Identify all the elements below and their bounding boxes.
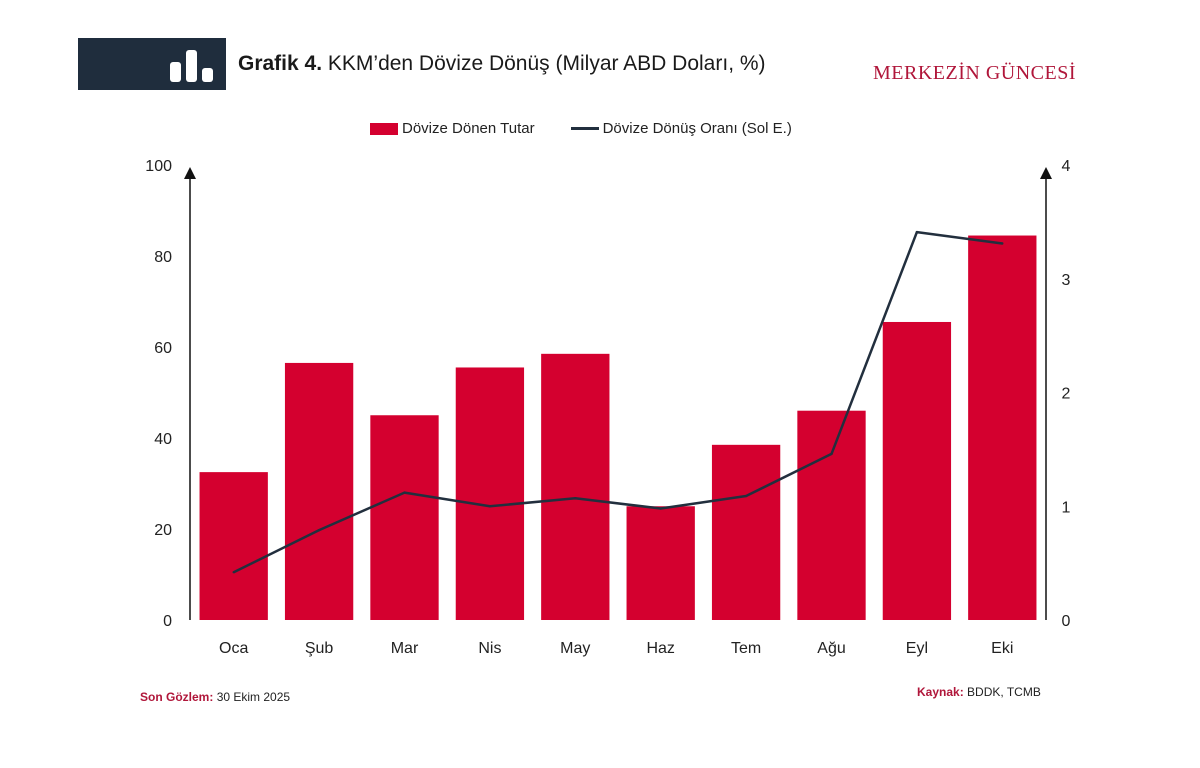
y-right-tick-1: 1 [1062,499,1071,516]
x-tick-4: Nis [478,640,501,657]
y-left-tick-3: 60 [154,340,172,357]
bar-2 [284,362,354,620]
y-right-tick-0: 0 [1062,613,1071,630]
line-point-1 [232,571,235,574]
x-tick-7: Tem [731,640,761,657]
x-tick-8: Ağu [817,640,845,657]
x-tick-5: May [560,640,590,657]
y-left-tick-4: 80 [154,249,172,266]
line-point-2 [317,528,321,532]
line-point-7 [744,494,748,498]
y-axis-right-arrow [1040,167,1052,179]
footer-left-label: Son Gözlem: [140,690,214,704]
y-axis-left-arrow [184,167,196,179]
bar-9 [882,321,952,620]
y-right-tick-3: 3 [1062,272,1071,289]
bar-5 [541,353,610,620]
x-tick-1: Oca [219,640,248,657]
footer-source: Kaynak: BDDK, TCMB [917,685,1041,699]
footer-right-value: BDDK, TCMB [967,685,1041,699]
line-point-10 [1001,242,1004,245]
bar-8 [797,410,866,620]
title-bold: Grafik 4. [238,52,323,75]
x-tick-10: Eki [991,640,1013,657]
y-left-tick-0: 0 [163,613,172,630]
bar-4 [455,367,525,620]
line-series-rate [233,230,1003,574]
legend-swatch-line [570,127,599,130]
line-point-8 [830,452,833,456]
legend-label-bar: Dövize Dönen Tutar [402,120,535,137]
footer-left-value: 30 Ekim 2025 [216,690,291,704]
y-left-tick-1: 20 [154,522,172,539]
legend-label-line: Dövize Dönüş Oranı (Sol E.) [602,120,792,137]
bar-chart-icon [170,50,213,82]
line-point-6 [659,507,662,510]
bar-6 [626,506,695,620]
bar-1 [199,472,268,620]
legend-swatch-bar [370,122,398,135]
x-tick-9: Eyl [906,640,928,657]
line-point-5 [574,497,577,500]
header-icon-box [78,38,226,90]
x-tick-6: Haz [646,640,674,657]
chart-legend: Dövize Dönen Tutar Dövize Dönüş Oranı (S… [370,120,792,137]
x-tick-2: Şub [305,640,334,657]
line-point-9 [915,230,919,234]
y-right-tick-4: 4 [1062,158,1071,175]
y-left-tick-2: 40 [154,431,172,448]
y-right-tick-2: 2 [1062,386,1071,403]
page-title: Grafik 4. KKM’den Dövize Dönüş (Milyar A… [238,52,766,76]
line-point-4 [488,505,492,508]
title-text: KKM’den Dövize Dönüş (Milyar ABD Doları,… [327,52,766,75]
bar-10 [968,235,1037,620]
bar-7 [711,444,781,620]
footer-right-label: Kaynak: [917,685,964,699]
x-tick-3: Mar [391,640,419,657]
y-left-tick-5: 100 [145,158,172,175]
line-point-3 [403,491,406,494]
brand-logo-text: MERKEZİN GÜNCESİ [873,62,1076,84]
footer-last-observation: Son Gözlem: 30 Ekim 2025 [140,690,290,704]
bar-3 [370,415,439,620]
